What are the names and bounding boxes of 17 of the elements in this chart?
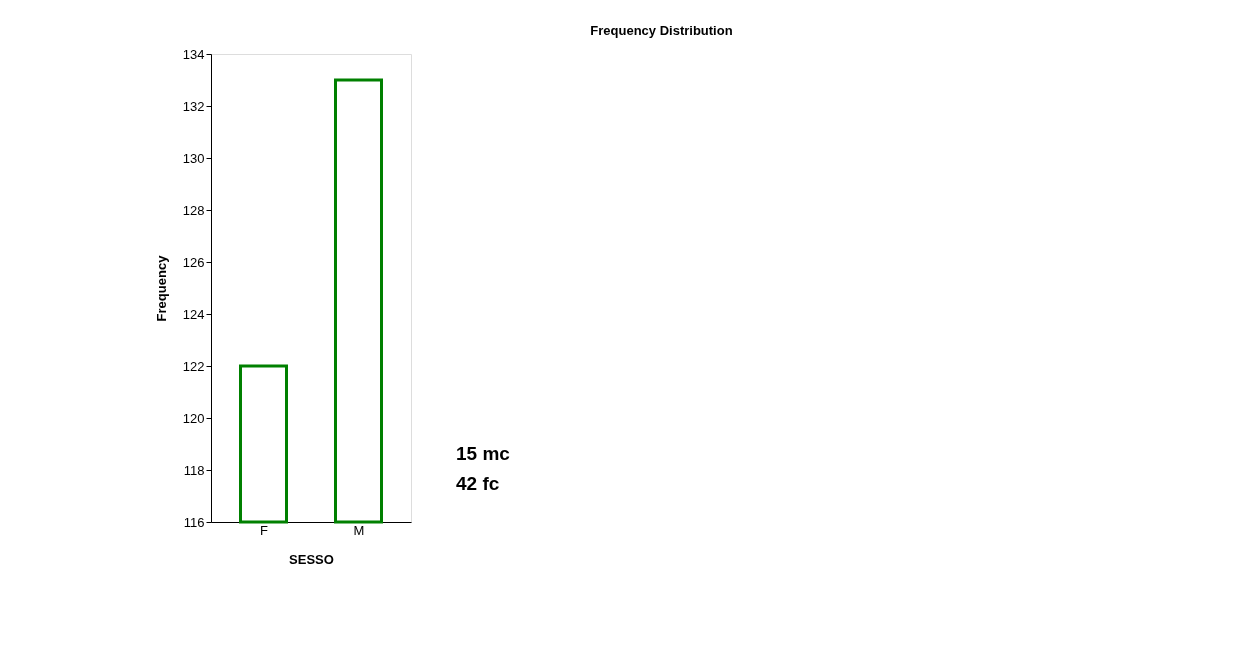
text: Frequency Distribution [590,23,733,38]
y-tick-label: 130 [182,150,205,166]
x-tick-label: F [260,522,269,538]
y-axis-title: Frequency [153,254,169,322]
y-tick-label: 122 [182,358,205,374]
x-axis-title: SESSO [289,551,334,567]
y-tick-label: 134 [182,46,205,62]
text: 15 mc [456,443,511,464]
y-tick-label: 132 [182,98,205,114]
x-tick-label: M [353,522,365,538]
text: 42 fc [456,473,500,494]
y-tick-label: 124 [182,306,205,322]
y-tick-label: 116 [183,514,205,530]
y-tick-label: 128 [182,202,205,218]
y-tick-label: 118 [183,462,205,478]
y-tick-label: 120 [182,410,205,426]
y-tick-label: 126 [182,254,205,270]
